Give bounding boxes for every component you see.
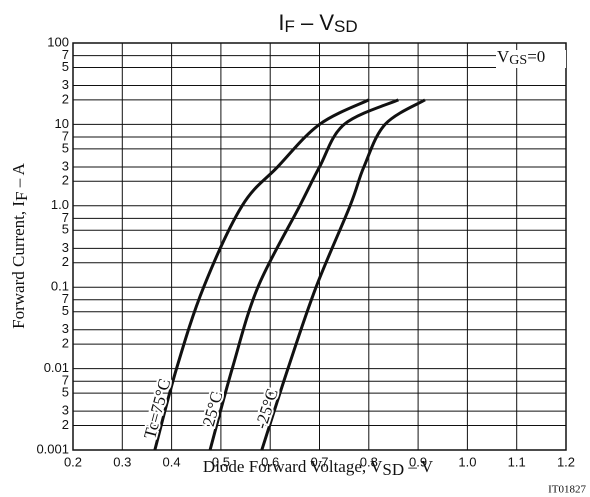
x-tick-label: 0.8: [360, 454, 378, 469]
y-tick-label: 7: [62, 210, 69, 225]
annotation-bg: [496, 50, 566, 68]
y-tick-label: 5: [62, 222, 69, 237]
x-tick-label: 1.0: [458, 454, 476, 469]
x-tick-label: 1.2: [557, 454, 575, 469]
label-part: SD: [382, 460, 404, 479]
title-part: F: [284, 17, 294, 36]
y-tick-label: 3: [62, 321, 69, 336]
label-part: – A: [9, 162, 28, 191]
y-tick-label: 7: [62, 291, 69, 306]
y-tick-label: 3: [62, 403, 69, 418]
x-tick-label: 0.7: [310, 454, 328, 469]
x-tick-label: 0.4: [163, 454, 181, 469]
y-tick-label: 3: [62, 240, 69, 255]
y-tick-label: 3: [62, 77, 69, 92]
y-tick-label: 0.1: [51, 279, 69, 294]
title-part: – V: [295, 10, 334, 35]
y-tick-label: 2: [62, 91, 69, 106]
curve: [208, 98, 399, 451]
x-axis-label: Diode Forward Voltage, VSD – V: [203, 457, 434, 479]
y-tick-label: 7: [62, 373, 69, 388]
annotation: VGS=0: [497, 47, 545, 68]
x-tick-label: 0.9: [409, 454, 427, 469]
y-tick-label: 10: [55, 116, 69, 131]
figure-code: IT01827: [548, 484, 586, 496]
label-part: F: [12, 191, 31, 200]
label-part: Forward Current, I: [9, 201, 28, 329]
y-tick-label: 100: [47, 34, 69, 49]
annotation-part: GS: [509, 53, 527, 68]
x-tick-label: 0.6: [261, 454, 279, 469]
title-part: I: [278, 10, 284, 35]
y-axis-label: Forward Current, IF – A: [9, 162, 31, 328]
plot-frame: [72, 42, 567, 451]
x-tick-label: 1.1: [508, 454, 526, 469]
y-tick-label: 5: [62, 385, 69, 400]
y-tick-label: 7: [62, 47, 69, 62]
title-part: SD: [334, 17, 358, 36]
annotation-part: V: [497, 47, 510, 66]
curve: [260, 98, 426, 451]
y-tick-label: 0.01: [44, 360, 69, 375]
y-tick-label: 2: [62, 254, 69, 269]
y-tick-label: 1.0: [51, 197, 69, 212]
label-part: – V: [404, 457, 434, 476]
y-tick-label: 5: [62, 140, 69, 155]
x-tick-label: 0.2: [64, 454, 82, 469]
label-part: Diode Forward Voltage, V: [203, 457, 383, 476]
chart-title: IF – VSD: [278, 10, 357, 37]
y-tick-label: 2: [62, 173, 69, 188]
y-tick-label: 2: [62, 336, 69, 351]
y-tick-label: 0.001: [36, 441, 69, 456]
x-tick-label: 0.5: [212, 454, 230, 469]
y-tick-label: 2: [62, 417, 69, 432]
y-tick-label: 5: [62, 303, 69, 318]
y-tick-label: 5: [62, 59, 69, 74]
curve: [153, 98, 370, 451]
x-tick-label: 0.3: [113, 454, 131, 469]
y-tick-label: 7: [62, 128, 69, 143]
annotation-part: =0: [527, 47, 545, 66]
y-tick-label: 3: [62, 158, 69, 173]
